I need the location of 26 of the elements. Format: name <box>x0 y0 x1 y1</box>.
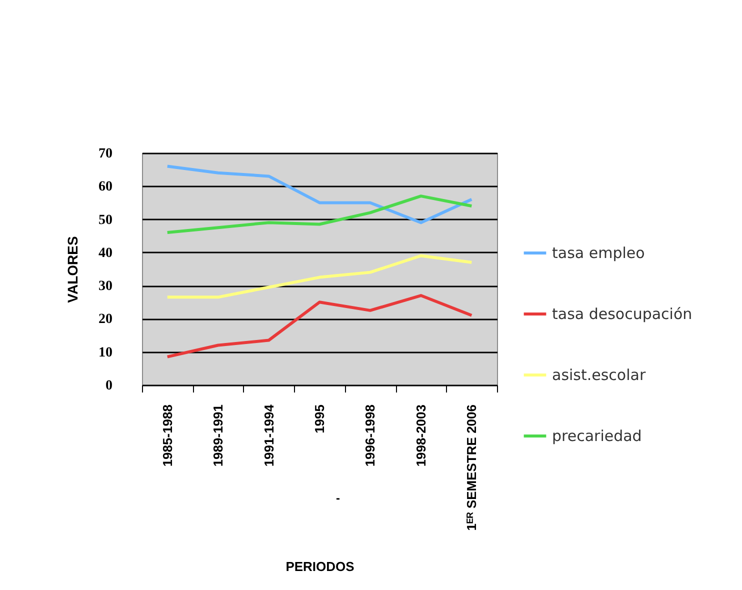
y-tick-label: 60 <box>98 180 112 195</box>
line-series <box>166 194 474 234</box>
x-tick-label: 1991-1994 <box>261 404 276 467</box>
y-tick-label: 10 <box>98 345 112 360</box>
x-tick-label: 1995 <box>312 404 327 434</box>
y-tick-label: 70 <box>98 146 112 162</box>
y-tick-label: 0 <box>106 378 112 394</box>
legend-label: precariedad <box>552 427 642 445</box>
line-series <box>166 254 474 299</box>
line-series <box>166 164 474 224</box>
y-tick-label: 40 <box>98 246 112 261</box>
y-tick-label: 50 <box>98 212 112 228</box>
y-tick-label: 20 <box>98 312 112 328</box>
x-tick-label: 1985-1988 <box>160 404 175 467</box>
x-tick-label: 1ᴱᴿ SEMESTRE 2006 <box>464 404 480 531</box>
y-axis-title: VALORES <box>64 236 80 303</box>
text: - <box>336 491 340 505</box>
x-tick-label: 1998-2003 <box>413 404 428 467</box>
line-series <box>166 294 474 358</box>
x-tick-label: 1989-1991 <box>210 404 226 467</box>
x-tick-label: 1996-1998 <box>362 404 378 467</box>
legend-label: tasa empleo <box>552 244 645 262</box>
x-axis-title: PERIODOS <box>286 558 355 574</box>
y-tick-label: 30 <box>98 279 112 294</box>
legend-label: tasa desocupación <box>552 305 692 323</box>
legend-label: asist.escolar <box>552 366 646 384</box>
